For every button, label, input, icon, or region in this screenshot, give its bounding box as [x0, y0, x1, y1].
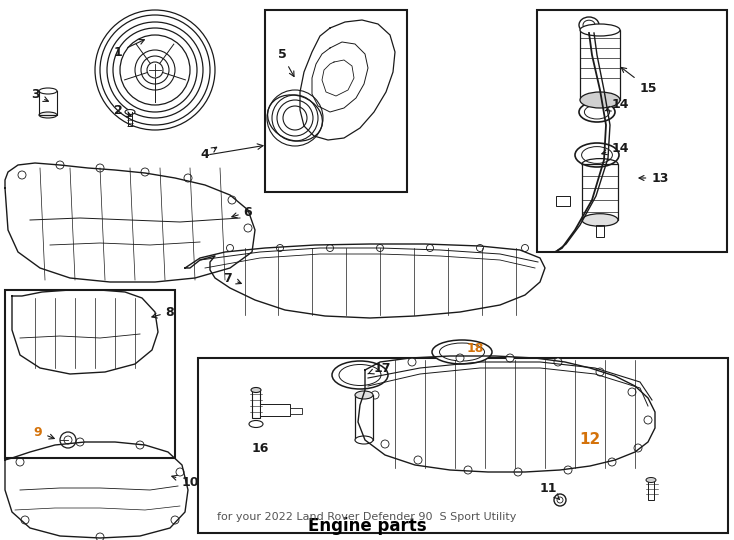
Circle shape: [426, 245, 434, 252]
Circle shape: [628, 388, 636, 396]
Ellipse shape: [251, 388, 261, 393]
Text: 3: 3: [31, 89, 48, 102]
Bar: [582, 164, 618, 220]
Circle shape: [377, 245, 383, 252]
Ellipse shape: [580, 92, 620, 108]
Bar: [355, 395, 373, 440]
Ellipse shape: [125, 110, 135, 114]
Text: 13: 13: [639, 172, 669, 185]
Ellipse shape: [582, 214, 618, 226]
Circle shape: [456, 354, 464, 362]
Text: 18: 18: [466, 341, 484, 354]
Bar: [290, 408, 302, 414]
Circle shape: [514, 468, 522, 476]
Circle shape: [608, 458, 616, 466]
Circle shape: [596, 368, 604, 376]
Text: 11: 11: [539, 482, 559, 500]
Bar: [198, 358, 728, 533]
Text: 8: 8: [152, 306, 174, 319]
Bar: [537, 10, 727, 252]
Circle shape: [362, 414, 370, 422]
Circle shape: [521, 245, 528, 252]
Circle shape: [277, 245, 283, 252]
Circle shape: [634, 444, 642, 452]
Circle shape: [506, 354, 514, 362]
Bar: [252, 390, 260, 418]
Ellipse shape: [646, 477, 656, 483]
Circle shape: [554, 358, 562, 366]
Circle shape: [564, 466, 572, 474]
Circle shape: [227, 245, 233, 252]
Text: 17: 17: [368, 361, 390, 375]
Ellipse shape: [39, 112, 57, 118]
Bar: [5, 290, 175, 458]
Bar: [260, 404, 290, 416]
Text: 9: 9: [34, 426, 54, 439]
Text: 15: 15: [621, 68, 657, 94]
Text: 6: 6: [232, 206, 252, 219]
Text: 14: 14: [606, 98, 629, 111]
Text: 4: 4: [200, 147, 217, 161]
Circle shape: [476, 245, 484, 252]
Circle shape: [371, 391, 379, 399]
Bar: [556, 196, 570, 206]
Bar: [648, 480, 654, 500]
Text: 1: 1: [114, 39, 145, 58]
Ellipse shape: [332, 361, 388, 389]
Text: 16: 16: [251, 442, 269, 455]
Circle shape: [408, 358, 416, 366]
Text: 2: 2: [114, 104, 131, 117]
Ellipse shape: [582, 159, 618, 170]
Circle shape: [464, 466, 472, 474]
Bar: [580, 30, 620, 100]
Circle shape: [414, 456, 422, 464]
Text: for your 2022 Land Rover Defender 90  S Sport Utility: for your 2022 Land Rover Defender 90 S S…: [217, 512, 517, 522]
Ellipse shape: [432, 340, 492, 364]
Ellipse shape: [39, 88, 57, 94]
Text: Engine parts: Engine parts: [308, 517, 426, 535]
Ellipse shape: [580, 24, 620, 36]
Bar: [265, 10, 407, 192]
Bar: [596, 225, 604, 237]
Circle shape: [644, 416, 652, 424]
Text: 7: 7: [224, 272, 241, 285]
Text: 5: 5: [277, 49, 294, 77]
Text: 10: 10: [172, 475, 199, 489]
Ellipse shape: [355, 391, 373, 399]
Ellipse shape: [355, 436, 373, 444]
Circle shape: [327, 245, 333, 252]
Circle shape: [381, 440, 389, 448]
Text: 12: 12: [579, 433, 600, 448]
Text: 14: 14: [602, 141, 629, 154]
